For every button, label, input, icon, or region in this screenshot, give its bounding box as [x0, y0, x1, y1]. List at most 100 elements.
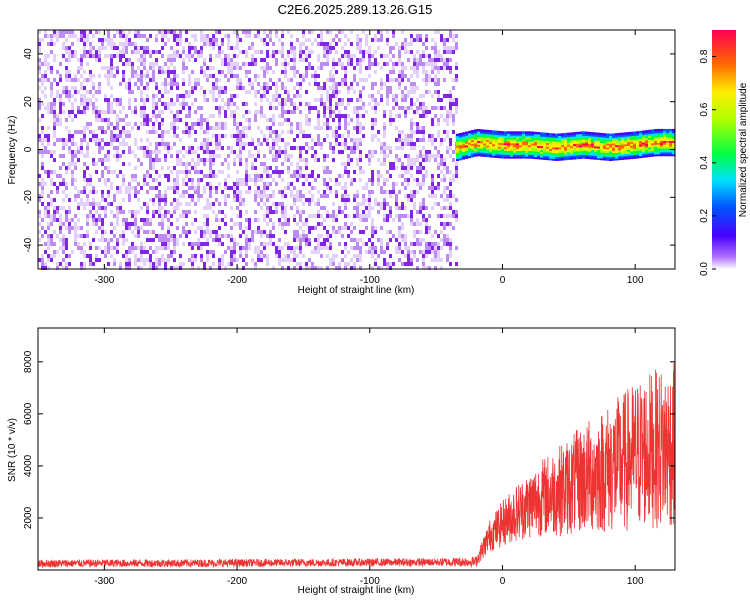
spectrogram-cell	[431, 182, 434, 186]
spectrogram-cell	[101, 226, 104, 230]
spectrogram-signal-cell	[573, 145, 577, 148]
spectrogram-cell	[86, 122, 89, 126]
spectrogram-signal-cell	[612, 148, 616, 152]
spectrogram-cell	[173, 242, 176, 246]
spectrogram-cell	[143, 246, 146, 250]
spectrogram-signal-cell	[645, 154, 649, 158]
spectrogram-cell	[56, 174, 59, 178]
spectrogram-cell	[155, 142, 158, 146]
spectrogram-cell	[452, 214, 455, 218]
spectrogram-cell	[53, 30, 56, 34]
spectrogram-cell	[89, 242, 92, 246]
spectrogram-cell	[344, 186, 347, 190]
spectrogram-cell	[68, 70, 71, 74]
spectrogram-signal-cell	[471, 137, 475, 141]
spectrogram-cell	[299, 174, 302, 178]
spectrogram-cell	[386, 86, 389, 90]
spectrogram-cell	[41, 262, 44, 266]
spectrogram-cell	[161, 254, 164, 258]
spectrogram-cell	[107, 74, 110, 78]
spectrogram-signal-cell	[600, 144, 604, 147]
spectrogram-cell	[347, 262, 350, 266]
spectrogram-cell	[386, 38, 389, 42]
spectrogram-cell	[131, 246, 134, 250]
spectrogram-cell	[74, 226, 77, 230]
spectrogram-cell	[263, 202, 266, 206]
spectrogram-signal-cell	[657, 138, 661, 141]
spectrogram-signal-cell	[606, 143, 610, 146]
spectrogram-signal-cell	[588, 149, 592, 152]
spectrogram-signal-cell	[666, 142, 670, 145]
snr-x-tick-label: 100	[627, 576, 644, 587]
spectrogram-cell	[116, 222, 119, 226]
spectrogram-cell	[290, 154, 293, 158]
spectrogram-cell	[230, 114, 233, 118]
spectrogram-cell	[146, 222, 149, 226]
spectrogram-signal-cell	[465, 133, 469, 136]
spectrogram-signal-cell	[579, 143, 583, 146]
spectrogram-cell	[131, 214, 134, 218]
spectrogram-cell	[218, 134, 221, 138]
spectrogram-cell	[404, 50, 407, 54]
spectrogram-cell	[71, 218, 74, 222]
spectrogram-cell	[437, 242, 440, 246]
spectrogram-cell	[116, 150, 119, 154]
spectrogram-cell	[122, 198, 125, 202]
spectrogram-cell	[323, 102, 326, 106]
spectrogram-cell	[233, 182, 236, 186]
spectrogram-cell	[116, 242, 119, 246]
spectrogram-cell	[266, 210, 269, 214]
spectrogram-cell	[287, 78, 290, 82]
spectrogram-cell	[437, 214, 440, 218]
spectrogram-cell	[170, 234, 173, 238]
spectrogram-cell	[116, 250, 119, 254]
spectrogram-cell	[323, 242, 326, 246]
spectrogram-signal-cell	[648, 154, 652, 158]
spectrogram-cell	[59, 218, 62, 222]
spectrogram-cell	[146, 182, 149, 186]
spectrogram-cell	[155, 50, 158, 54]
spectrogram-signal-cell	[633, 150, 637, 154]
spectrogram-cell	[158, 206, 161, 210]
spectrogram-signal-cell	[639, 155, 643, 159]
spectrogram-cell	[389, 254, 392, 258]
spectrogram-cell	[152, 62, 155, 66]
spectrogram-cell	[209, 202, 212, 206]
spectrogram-cell	[197, 54, 200, 58]
spectrogram-signal-cell	[666, 140, 670, 143]
spectrogram-cell	[215, 106, 218, 110]
spectrogram-cell	[293, 246, 296, 250]
spectrogram-signal-cell	[477, 134, 481, 138]
spectrogram-cell	[38, 222, 41, 226]
spectrogram-cell	[170, 186, 173, 190]
spectrogram-signal-cell	[492, 145, 496, 149]
spectrogram-signal-cell	[624, 139, 628, 143]
spectrogram-cell	[449, 94, 452, 98]
snr-x-tick-label: 0	[500, 576, 506, 587]
spectrogram-cell	[47, 206, 50, 210]
spectrogram-cell	[236, 82, 239, 86]
spectrogram-cell	[257, 126, 260, 130]
spectrogram-cell	[191, 222, 194, 226]
spectrogram-cell	[374, 250, 377, 254]
spectrogram-cell	[236, 170, 239, 174]
spectrogram-cell	[281, 214, 284, 218]
spectrogram-cell	[44, 210, 47, 214]
spectrogram-cell	[89, 178, 92, 182]
spectrogram-cell	[248, 186, 251, 190]
spectrogram-signal-cell	[525, 152, 529, 155]
spectrogram-cell	[314, 158, 317, 162]
spectrogram-cell	[134, 154, 137, 158]
spectrogram-cell	[401, 166, 404, 170]
spectrogram-cell	[191, 258, 194, 262]
spectrogram-cell	[53, 114, 56, 118]
spectrogram-cell	[425, 90, 428, 94]
spectrogram-cell	[191, 242, 194, 246]
spectrogram-cell	[107, 246, 110, 250]
spectrogram-cell	[284, 142, 287, 146]
spectrogram-cell	[128, 98, 131, 102]
spectrogram-cell	[410, 146, 413, 150]
spectrogram-signal-cell	[498, 134, 502, 138]
spectrogram-cell	[437, 118, 440, 122]
spectrogram-cell	[446, 258, 449, 262]
